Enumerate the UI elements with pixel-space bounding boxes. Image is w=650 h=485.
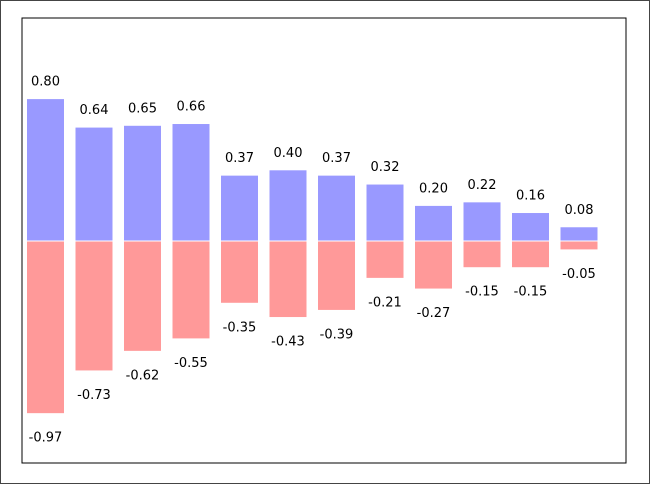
value-label-negative-8: -0.21 xyxy=(368,295,402,310)
bar-positive-4 xyxy=(171,123,211,242)
positive-value-labels: 0.80 0.64 0.65 0.66 0.37 0.40 0.37 0.32 0.20 0.22… xyxy=(31,75,593,218)
bar-negative-7 xyxy=(317,240,356,311)
negative-value-labels: -0.97 -0.73 -0.62 -0.55 -0.35 -0.43 -0.39 -0.21… xyxy=(29,267,596,446)
bar-negative-5 xyxy=(220,240,259,304)
value-label-negative-3: -0.62 xyxy=(126,368,160,383)
plot-frame xyxy=(21,17,627,464)
bar-positive-5 xyxy=(220,174,259,242)
value-label-positive-1: 0.80 xyxy=(31,75,60,90)
value-label-positive-10: 0.22 xyxy=(468,178,497,193)
value-label-positive-4: 0.66 xyxy=(177,100,206,115)
value-label-positive-2: 0.64 xyxy=(80,103,109,118)
bar-negative-12 xyxy=(559,240,599,251)
value-label-negative-7: -0.39 xyxy=(320,327,354,342)
value-label-negative-6: -0.43 xyxy=(271,335,305,350)
bar-negative-1 xyxy=(26,240,65,415)
bar-positive-1 xyxy=(26,98,65,242)
positive-bars xyxy=(26,98,599,242)
bar-positive-3 xyxy=(123,124,162,242)
bar-negative-8 xyxy=(365,240,405,279)
value-label-negative-2: -0.73 xyxy=(77,388,111,403)
bar-positive-2 xyxy=(74,126,114,242)
value-label-negative-10: -0.15 xyxy=(465,285,499,300)
value-label-positive-12: 0.08 xyxy=(565,203,594,218)
bar-positive-12 xyxy=(559,226,599,242)
bar-positive-8 xyxy=(365,183,405,242)
value-label-negative-12: -0.05 xyxy=(562,267,596,282)
value-label-negative-5: -0.35 xyxy=(223,320,257,335)
value-label-negative-11: -0.15 xyxy=(514,285,548,300)
bar-negative-3 xyxy=(123,240,162,352)
value-label-negative-9: -0.27 xyxy=(417,306,451,321)
bar-negative-9 xyxy=(414,240,453,290)
value-label-positive-11: 0.16 xyxy=(516,189,545,204)
bar-positive-6 xyxy=(268,169,308,242)
bar-negative-4 xyxy=(171,240,211,340)
bar-positive-9 xyxy=(414,204,453,242)
value-label-positive-8: 0.32 xyxy=(371,160,400,175)
value-label-positive-9: 0.20 xyxy=(419,181,448,196)
bar-positive-7 xyxy=(317,174,356,242)
value-label-positive-5: 0.37 xyxy=(225,151,254,166)
value-label-negative-1: -0.97 xyxy=(29,431,63,446)
bar-negative-2 xyxy=(74,240,114,372)
value-label-positive-6: 0.40 xyxy=(274,146,303,161)
bar-negative-11 xyxy=(511,240,550,269)
value-label-positive-7: 0.37 xyxy=(322,151,351,166)
bar-positive-11 xyxy=(511,212,550,242)
bar-negative-10 xyxy=(462,240,502,269)
value-label-negative-4: -0.55 xyxy=(174,356,208,371)
bar-positive-10 xyxy=(462,201,502,242)
value-label-positive-3: 0.65 xyxy=(128,101,157,116)
negative-bars xyxy=(26,240,599,415)
bar-negative-6 xyxy=(268,240,308,319)
